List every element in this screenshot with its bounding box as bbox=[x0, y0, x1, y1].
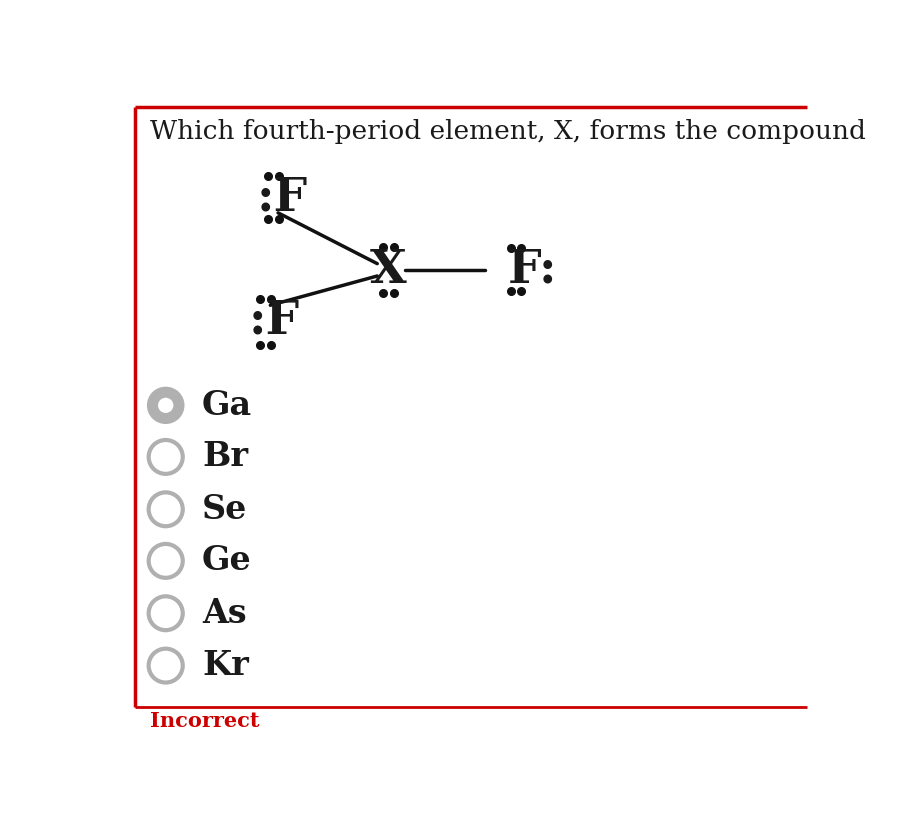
Text: Incorrect: Incorrect bbox=[150, 711, 259, 731]
Text: Which fourth-period element, X, forms the compound: Which fourth-period element, X, forms th… bbox=[150, 119, 865, 143]
Text: Ge: Ge bbox=[202, 545, 252, 578]
Text: F:: F: bbox=[507, 247, 557, 293]
Text: Br: Br bbox=[202, 441, 247, 474]
Circle shape bbox=[148, 597, 182, 630]
Circle shape bbox=[148, 544, 182, 578]
Circle shape bbox=[148, 388, 182, 422]
Text: Se: Se bbox=[202, 493, 247, 526]
Text: X: X bbox=[369, 247, 406, 293]
Circle shape bbox=[148, 648, 182, 682]
Circle shape bbox=[158, 398, 173, 413]
Text: As: As bbox=[202, 597, 247, 630]
Text: :F: :F bbox=[256, 175, 307, 221]
Text: Ga: Ga bbox=[202, 389, 252, 422]
Circle shape bbox=[148, 440, 182, 474]
Text: :F: :F bbox=[248, 297, 300, 344]
Circle shape bbox=[148, 493, 182, 527]
Text: Kr: Kr bbox=[202, 649, 248, 682]
